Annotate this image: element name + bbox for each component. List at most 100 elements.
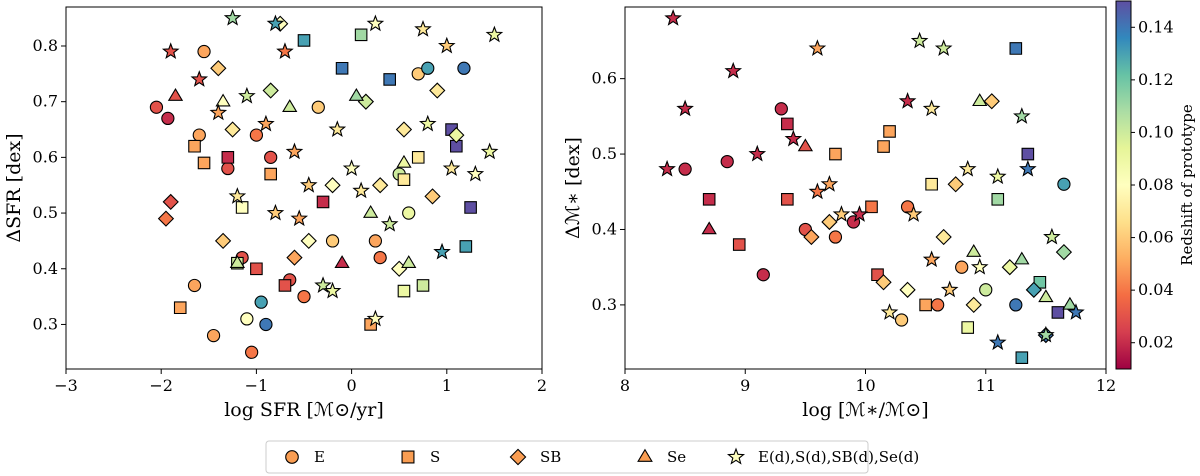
left-point-circle — [311, 100, 325, 114]
right-point-star — [1013, 107, 1031, 124]
left-point-square — [416, 279, 430, 292]
right-point-diamond — [1001, 259, 1018, 276]
right-point-diamond — [947, 176, 964, 193]
right-point-square — [1051, 306, 1065, 319]
right-point-triangle — [797, 138, 814, 152]
colorbar-tick-label: 0.08 — [1138, 175, 1174, 194]
right-point-diamond — [983, 93, 1000, 110]
right-point-triangle — [1038, 289, 1054, 303]
left-point-circle — [297, 289, 311, 304]
left-point-square — [297, 34, 311, 47]
right-point-circle — [1057, 177, 1071, 191]
left-x-tick-label: 2 — [537, 376, 547, 395]
left-point-star — [480, 142, 499, 160]
left-point-circle — [249, 128, 264, 142]
right-point-star — [820, 174, 839, 192]
right-point-square — [1015, 351, 1029, 364]
legend-label: S — [430, 448, 440, 466]
right-x-tick-label: 9 — [740, 376, 750, 395]
left-point-triangle — [167, 87, 184, 101]
left-x-tick-label: 0 — [347, 376, 357, 395]
left-point-square — [411, 151, 425, 164]
right-y-tick-label: 0.4 — [592, 219, 617, 238]
left-point-diamond — [214, 232, 232, 250]
left-point-circle — [254, 295, 268, 309]
right-point-star — [658, 159, 676, 177]
colorbar-gradient — [1115, 0, 1132, 370]
colorbar-label: Redshift of prototype — [1178, 104, 1196, 266]
left-point-triangle — [396, 154, 412, 168]
left-point-triangle — [362, 204, 379, 218]
legend-item-diamond: SB — [509, 448, 561, 466]
legend-label: E(d),S(d),SB(d),Se(d) — [758, 448, 919, 466]
left-point-square — [250, 262, 263, 276]
right-point-star — [898, 92, 917, 109]
left-y-tick-label: 0.5 — [33, 203, 58, 222]
left-plot-frame — [65, 6, 543, 370]
left-point-star — [209, 103, 228, 121]
left-point-star — [438, 36, 456, 54]
left-point-circle — [264, 150, 278, 164]
right-point-circle — [678, 162, 692, 176]
right-x-tick-label: 8 — [620, 376, 630, 395]
left-point-square — [459, 240, 473, 253]
right-x-tick-label: 11 — [976, 376, 996, 395]
left-point-diamond — [210, 60, 227, 77]
left-point-triangle — [215, 93, 231, 107]
left-point-square — [221, 151, 235, 164]
left-point-star — [414, 20, 432, 37]
right-point-star — [940, 280, 959, 298]
left-point-star — [290, 209, 309, 227]
left-y-tick-label: 0.3 — [33, 314, 58, 333]
right-y-tick-label: 0.3 — [592, 295, 617, 314]
right-point-star — [922, 250, 941, 268]
legend-marker-circle — [285, 450, 299, 464]
right-point-square — [781, 117, 794, 131]
right-point-star — [970, 257, 989, 275]
left-point-triangle — [401, 255, 417, 268]
left-x-axis-label: log SFR [ℳ⊙/yr] — [224, 399, 384, 421]
right-point-star — [784, 129, 803, 147]
left-y-tick-label: 0.7 — [33, 92, 58, 111]
left-point-star — [161, 42, 180, 60]
right-point-square — [991, 193, 1005, 206]
left-point-diamond — [424, 188, 441, 205]
left-point-diamond — [300, 232, 317, 250]
left-point-circle — [161, 111, 175, 126]
right-scatter-points — [658, 9, 1085, 364]
left-point-square — [197, 156, 211, 170]
left-point-star — [190, 70, 209, 87]
legend-label: Se — [667, 448, 686, 466]
right-point-square — [702, 193, 716, 206]
right-y-axis-label: Δℳ∗ [dex] — [562, 137, 584, 239]
right-point-triangle — [701, 221, 717, 235]
left-point-diamond — [157, 210, 175, 227]
left-point-star — [323, 281, 342, 299]
left-point-circle — [421, 61, 435, 75]
left-point-circle — [373, 250, 387, 265]
colorbar-ticks: 0.02 0.04 0.06 0.08 0.10 0.12 0.14 — [1131, 17, 1174, 352]
left-point-star — [366, 309, 385, 327]
left-point-square — [354, 28, 368, 42]
left-point-star — [466, 164, 485, 182]
left-point-circle — [402, 206, 416, 220]
legend-item-star: E(d),S(d),SB(d),Se(d) — [726, 447, 919, 466]
right-point-star — [1019, 159, 1037, 177]
left-point-diamond — [395, 121, 413, 138]
colorbar-tick-label: 0.04 — [1138, 280, 1174, 299]
left-x-tick-label: −2 — [149, 376, 173, 395]
left-point-star — [485, 25, 504, 43]
left-y-axis-label: ΔSFR [dex] — [3, 133, 25, 242]
legend-item-circle: E — [285, 448, 325, 466]
right-point-square — [925, 177, 938, 191]
legend-marker-triangle — [637, 448, 653, 462]
left-point-star — [257, 114, 275, 132]
right-x-tick-label: 12 — [1096, 376, 1116, 395]
legend-marker-diamond — [509, 448, 527, 466]
right-point-circle — [931, 298, 945, 312]
left-point-star — [266, 203, 285, 221]
right-point-diamond — [965, 296, 982, 314]
right-point-diamond — [899, 281, 916, 298]
legend-label: SB — [540, 448, 561, 466]
legend-marker-square — [401, 450, 415, 464]
